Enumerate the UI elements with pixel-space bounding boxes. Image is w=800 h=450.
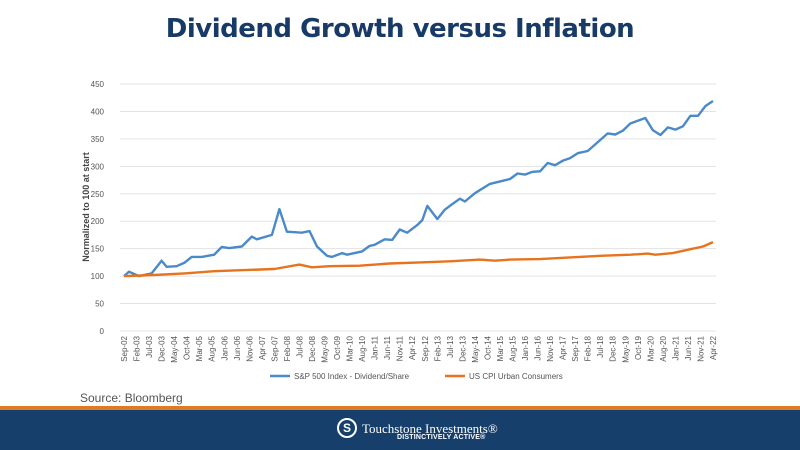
y-tick-label: 350 xyxy=(91,135,105,144)
touchstone-logo-icon: S xyxy=(337,418,357,438)
footer-band: S Touchstone Investments® DISTINCTIVELY … xyxy=(0,406,800,450)
x-tick-label: May-19 xyxy=(621,335,630,362)
x-tick-label: Nov-11 xyxy=(396,335,405,361)
logo: S Touchstone Investments® xyxy=(337,418,498,438)
x-tick-label: Apr-22 xyxy=(709,335,718,360)
brand-name: Touchstone Investments® xyxy=(362,420,498,436)
x-tick-label: Dec-08 xyxy=(308,335,317,361)
y-tick-label: 100 xyxy=(91,272,105,281)
x-tick-label: Oct-19 xyxy=(634,335,643,360)
x-tick-label: Oct-09 xyxy=(333,335,342,360)
x-tick-label: Aug-10 xyxy=(358,335,367,361)
legend-label: US CPI Urban Consumers xyxy=(469,372,563,381)
y-tick-label: 50 xyxy=(95,300,104,309)
x-tick-label: Apr-07 xyxy=(258,335,267,360)
x-tick-label: Mar-15 xyxy=(496,335,505,361)
series-line-sp500-dividend xyxy=(123,100,714,278)
x-tick-label: Jun-16 xyxy=(534,335,543,360)
x-tick-label: Mar-20 xyxy=(646,335,655,361)
x-tick-label: Nov-21 xyxy=(696,335,705,361)
x-tick-label: Jul-03 xyxy=(145,335,154,357)
x-tick-label: Apr-17 xyxy=(559,335,568,360)
y-tick-label: 400 xyxy=(91,107,105,116)
y-tick-label: 200 xyxy=(91,217,105,226)
x-tick-label: Feb-03 xyxy=(133,335,142,361)
x-tick-label: May-09 xyxy=(321,335,330,362)
x-tick-label: Feb-08 xyxy=(283,335,292,361)
x-tick-label: Jun-06 xyxy=(233,335,242,360)
x-tick-label: Jul-08 xyxy=(295,335,304,357)
y-tick-label: 150 xyxy=(91,245,105,254)
x-tick-label: Jan-16 xyxy=(521,335,530,360)
x-tick-label: Oct-14 xyxy=(483,335,492,360)
x-tick-label: Jun-21 xyxy=(684,335,693,360)
x-tick-label: Aug-05 xyxy=(208,335,217,361)
x-tick-label: Dec-03 xyxy=(158,335,167,361)
x-tick-label: Apr-12 xyxy=(408,335,417,360)
x-tick-label: Nov-06 xyxy=(245,335,254,361)
x-tick-label: Mar-10 xyxy=(346,335,355,361)
series-line-us-cpi xyxy=(123,241,714,278)
x-tick-label: Jan-06 xyxy=(220,335,229,360)
x-tick-label: Feb-13 xyxy=(433,335,442,361)
x-tick-label: Jul-18 xyxy=(596,335,605,357)
x-tick-label: Sep-07 xyxy=(270,335,279,361)
x-tick-label: Dec-18 xyxy=(609,335,618,361)
x-tick-label: Jan-21 xyxy=(671,335,680,360)
x-tick-label: Jul-13 xyxy=(446,335,455,357)
y-tick-label: 250 xyxy=(91,190,105,199)
legend-label: S&P 500 Index - Dividend/Share xyxy=(294,372,410,381)
x-tick-label: Nov-16 xyxy=(546,335,555,361)
source-note: Source: Bloomberg xyxy=(80,391,183,405)
x-tick-label: Feb-18 xyxy=(584,335,593,361)
y-tick-label: 450 xyxy=(91,80,105,89)
x-tick-label: Oct-04 xyxy=(183,335,192,360)
x-tick-label: Mar-05 xyxy=(195,335,204,361)
x-tick-label: Sep-02 xyxy=(120,335,129,361)
line-chart: 0 50 100 150 200 250 300 350 400 450 Normalized to… xyxy=(81,80,718,381)
x-tick-label: May-14 xyxy=(471,335,480,362)
y-axis-label: Normalized to 100 at start xyxy=(81,152,91,262)
x-tick-label: Aug-20 xyxy=(659,335,668,361)
chart-title: Dividend Growth versus Inflation xyxy=(165,14,635,44)
x-tick-label: Sep-17 xyxy=(571,335,580,361)
x-tick-label: Aug-15 xyxy=(508,335,517,361)
y-tick-label: 0 xyxy=(100,327,105,336)
y-tick-label: 300 xyxy=(91,162,105,171)
x-tick-label: Dec-13 xyxy=(458,335,467,361)
x-tick-label: May-04 xyxy=(170,335,179,362)
x-tick-label: Jun-11 xyxy=(383,335,392,359)
x-tick-label: Jan-11 xyxy=(371,335,380,359)
tagline: DISTINCTIVELY ACTIVE® xyxy=(397,434,486,441)
x-tick-label: Sep-12 xyxy=(421,335,430,361)
